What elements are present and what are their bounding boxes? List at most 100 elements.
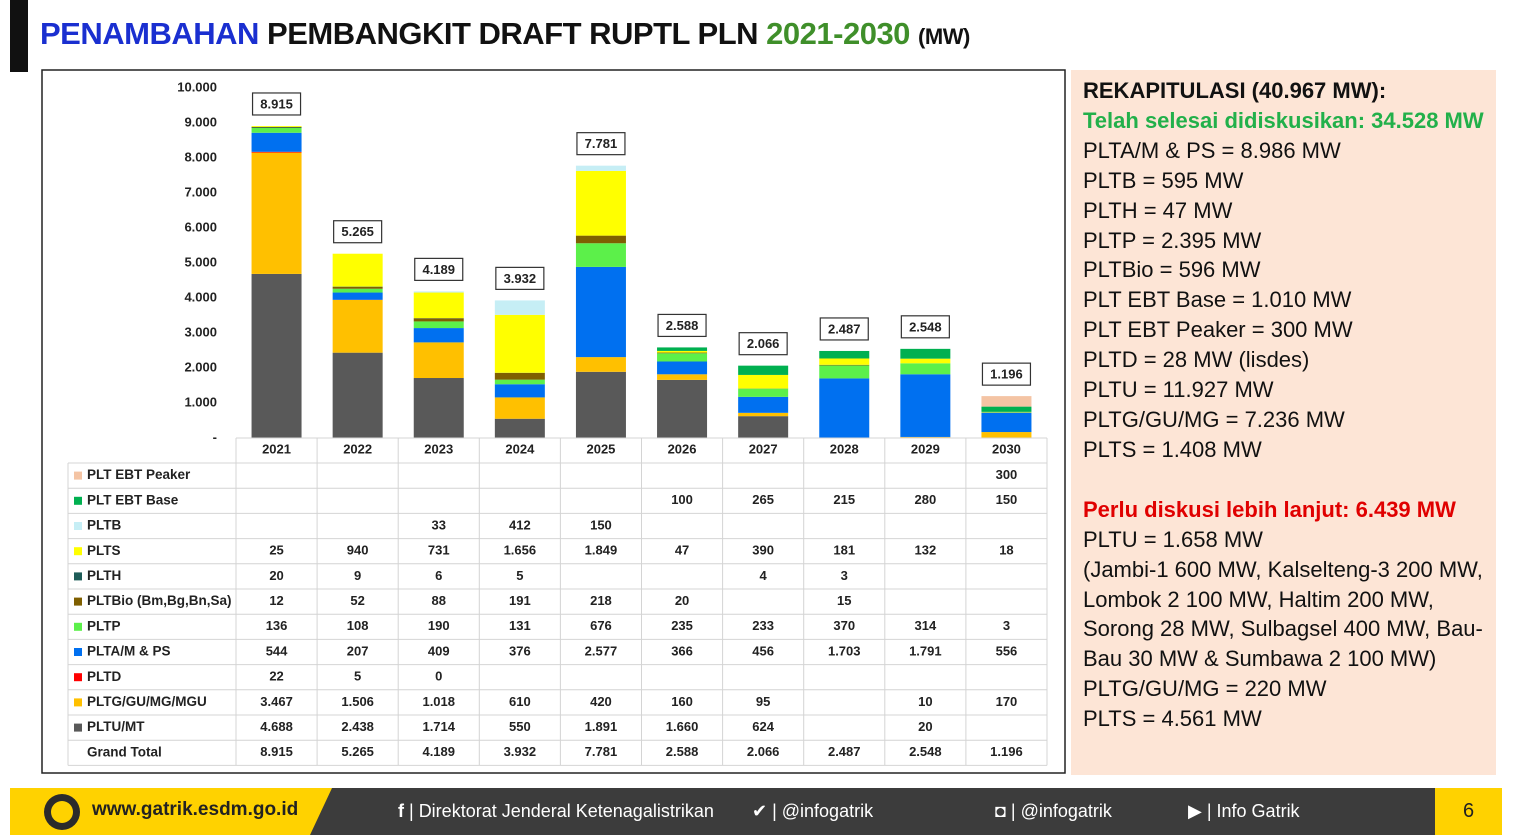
legend-label: PLTU/MT [87,719,145,734]
legend-label: PLTP [87,618,121,633]
y-tick-label: 9.000 [184,114,217,129]
x-tick-label: 2026 [668,441,697,456]
table-value: 18 [999,543,1013,558]
footer-twitter: ✔ | @infogatrik [752,801,874,821]
table-total: 4.189 [422,744,455,759]
bar-segment [819,350,870,359]
total-label: 7.781 [585,136,618,151]
bar-segment [332,288,383,293]
title-part: PEMBANGKIT DRAFT RUPTL PLN [267,16,759,51]
table-value: 170 [996,694,1018,709]
x-tick-label: 2030 [992,441,1021,456]
table-total: 2.588 [666,744,699,759]
bar-segment [494,300,545,315]
table-value: 33 [432,517,446,532]
bar-segment [657,347,708,351]
bar-segment [657,361,708,375]
x-tick-label: 2029 [911,441,940,456]
bar-segment [819,378,870,438]
y-tick-label: 3.000 [184,324,217,339]
chart-frame [41,69,1066,774]
bar-segment [900,348,951,359]
total-box [414,257,464,281]
bar-segment [575,235,626,244]
x-tick-label: 2028 [830,441,859,456]
bar-segment [413,318,464,322]
table-value: 4 [760,568,768,583]
table-value: 265 [752,492,774,507]
y-tick-label: 2.000 [184,359,217,374]
legend-label: PLTB [87,518,121,533]
total-box [576,132,626,156]
y-tick-label: 6.000 [184,219,217,234]
bar-segment [413,328,464,343]
table-total: 1.196 [990,744,1023,759]
recap-item: PLTS = 4.561 MW [1083,706,1262,732]
bar-segment [738,374,789,389]
bar-segment [494,384,545,398]
bar-segment [251,128,302,133]
footer-website: www.gatrik.esdm.go.id [92,799,299,820]
table-value: 15 [837,593,851,608]
title-part: 2021-2030 [766,16,910,51]
table-value: 280 [914,492,936,507]
bar-segment [413,321,464,329]
table-value: 88 [432,593,446,608]
total-label: 2.548 [909,319,942,334]
y-tick-label: 5.000 [184,254,217,269]
table-value: 544 [266,643,288,658]
table-value: 5 [516,568,523,583]
table-value: 1.506 [341,694,374,709]
table-value: 150 [590,517,612,532]
recap-item: PLTS = 1.408 MW [1083,436,1262,462]
footer-youtube: ▶ | Info Gatrik [1188,801,1300,821]
legend-swatch [74,547,82,556]
legend-label: PLT EBT Base [87,492,179,507]
table-value: 3 [1003,618,1010,633]
title-part: (MW) [918,24,970,49]
recap-item: PLTP = 2.395 MW [1083,227,1262,253]
bar-segment [900,363,951,375]
table-value: 5 [354,669,361,684]
bar-segment [575,243,626,267]
bar-segment [494,397,545,419]
y-tick-label: 7.000 [184,184,217,199]
recap-item: PLTG/GU/MG = 220 MW [1083,676,1327,702]
bar-segment [981,396,1032,407]
total-box [900,315,950,339]
total-label: 2.487 [828,321,861,336]
total-label: 2.066 [747,336,780,351]
bar-segment [657,352,708,354]
recap-item: PLTD = 28 MW (lisdes) [1083,347,1310,373]
table-value: 1.660 [666,719,699,734]
recap-item: (Jambi-1 600 MW, Kalselteng-3 200 MW, Lo… [1083,556,1483,672]
table-value: 376 [509,643,531,658]
table-value: 3.467 [260,694,293,709]
total-box [495,266,545,290]
bar-segment [332,286,383,289]
table-value: 12 [269,593,283,608]
bar-segment [494,314,545,373]
bar-segment [900,374,951,437]
table-value: 95 [756,694,770,709]
bar-segment [819,364,870,366]
footer-text: Direktorat Jenderal Ketenagalistrikan [418,801,714,821]
bar-segment [413,378,464,438]
recap-pending-heading: Perlu diskusi lebih lanjut: 6.439 MW [1083,496,1456,522]
recap-item: PLT EBT Peaker = 300 MW [1083,317,1353,343]
bar-segment [251,273,302,438]
table-value: 2.577 [585,643,618,658]
bar-segment [575,165,626,171]
bar-segment [575,266,626,358]
page-number: 6 [1435,788,1502,835]
table-value: 1.891 [585,719,618,734]
total-label: 1.196 [990,367,1023,382]
bar-segment [738,396,789,413]
bar-segment [738,416,789,438]
table-value: 610 [509,694,531,709]
bar-segment [575,371,626,438]
total-label: 3.932 [504,271,537,286]
footer-instagram: ◘ | @infogatrik [995,801,1112,821]
bar-segment [413,342,464,379]
